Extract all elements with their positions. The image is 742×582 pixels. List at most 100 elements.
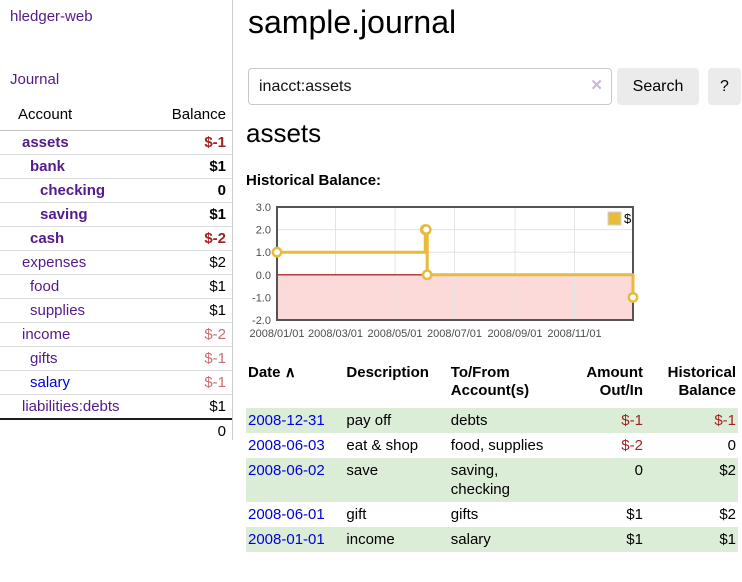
accounts-header-balance: Balance bbox=[154, 102, 232, 131]
account-row: checking 0 bbox=[0, 178, 232, 203]
account-balance: $1 bbox=[154, 394, 232, 420]
date-cell: 2008-12-31 bbox=[246, 408, 344, 433]
y-tick-label: 2.0 bbox=[256, 225, 271, 237]
accounts-body: assets $-1 bank $1 checking 0 saving $1 cash $-2 e… bbox=[0, 130, 232, 420]
date-link[interactable]: 2008-06-02 bbox=[248, 462, 325, 479]
sidebar-account-link[interactable]: assets bbox=[22, 134, 69, 151]
account-cell: food bbox=[0, 274, 155, 299]
account-row: liabilities:debts $1 bbox=[0, 394, 232, 420]
amount-cell: $1 bbox=[626, 506, 643, 523]
balance-cell: $1 bbox=[719, 531, 736, 548]
account-balance: $-1 bbox=[154, 130, 232, 155]
sidebar-account-link[interactable]: liabilities:debts bbox=[22, 398, 120, 415]
balance-cell: $-1 bbox=[714, 412, 736, 429]
date-link[interactable]: 2008-06-01 bbox=[248, 506, 325, 523]
legend-label: $ bbox=[624, 211, 632, 226]
sidebar: hledger-web Journal Account Balance asse… bbox=[0, 0, 233, 443]
clear-search-icon[interactable]: ✕ bbox=[590, 77, 603, 94]
account-balance: $1 bbox=[154, 202, 232, 227]
balance-cell: $2 bbox=[719, 462, 736, 479]
data-point bbox=[271, 246, 283, 258]
sidebar-account-link[interactable]: cash bbox=[30, 230, 65, 247]
col-amount: Amount Out/In bbox=[586, 364, 643, 399]
account-cell: cash bbox=[0, 226, 155, 251]
page-title: sample.journal bbox=[248, 4, 457, 40]
col-date[interactable]: Date ∧ bbox=[246, 362, 344, 408]
data-point bbox=[420, 224, 432, 236]
description-cell: pay off bbox=[346, 412, 392, 429]
sidebar-account-link[interactable]: food bbox=[30, 278, 60, 295]
account-row: expenses $2 bbox=[0, 250, 232, 275]
account-cell: gifts bbox=[0, 346, 155, 371]
y-tick-label: 1.0 bbox=[256, 247, 271, 259]
sidebar-account-link[interactable]: expenses bbox=[22, 254, 87, 271]
search-button[interactable]: Search bbox=[617, 68, 699, 105]
table-row: 2008-06-02 save saving, checking 0 $2 bbox=[246, 458, 738, 502]
help-button[interactable]: ? bbox=[708, 68, 741, 105]
accounts-header-row: Account Balance bbox=[0, 102, 232, 131]
y-tick-label: -1.0 bbox=[252, 292, 271, 304]
date-link[interactable]: 2008-01-01 bbox=[248, 531, 325, 548]
sidebar-account-link[interactable]: supplies bbox=[30, 302, 86, 319]
sidebar-account-link[interactable]: salary bbox=[30, 374, 71, 391]
date-link[interactable]: 2008-12-31 bbox=[248, 412, 325, 429]
sidebar-account-link[interactable]: income bbox=[22, 326, 71, 343]
x-tick-label: 2008/11/01 bbox=[547, 328, 601, 340]
col-description: Description bbox=[346, 364, 429, 381]
account-row: salary $-1 bbox=[0, 370, 232, 395]
col-accounts: To/From Account(s) bbox=[450, 364, 530, 399]
account-row: assets $-1 bbox=[0, 130, 232, 155]
search-box: ✕ bbox=[248, 68, 612, 105]
y-tick-label: 3.0 bbox=[256, 203, 271, 214]
date-cell: 2008-06-01 bbox=[246, 502, 344, 527]
col-date-label: Date bbox=[248, 364, 281, 381]
balance-cell: $2 bbox=[719, 506, 736, 523]
sidebar-account-link[interactable]: saving bbox=[40, 206, 88, 223]
description-cell: income bbox=[346, 531, 395, 548]
account-balance: $-1 bbox=[154, 370, 232, 395]
brand-link[interactable]: hledger-web bbox=[10, 8, 93, 25]
date-cell: 2008-01-01 bbox=[246, 527, 344, 552]
account-row: supplies $1 bbox=[0, 298, 232, 323]
account-balance: $1 bbox=[154, 298, 232, 323]
sidebar-account-link[interactable]: checking bbox=[40, 182, 106, 199]
accounts-cell: saving, checking bbox=[450, 462, 510, 498]
y-tick-label: 0.0 bbox=[256, 270, 271, 282]
amount-cell: $-1 bbox=[621, 412, 643, 429]
date-link[interactable]: 2008-06-03 bbox=[248, 437, 325, 454]
account-cell: liabilities:debts bbox=[0, 394, 155, 420]
account-row: income $-2 bbox=[0, 322, 232, 347]
accounts-header-account: Account bbox=[0, 102, 155, 131]
main-content: sample.journal ✕ Search ? assets Histori… bbox=[246, 0, 742, 582]
account-cell: supplies bbox=[0, 298, 155, 323]
account-heading: assets bbox=[246, 118, 322, 148]
description-cell: gift bbox=[346, 506, 367, 523]
sidebar-item-journal[interactable]: Journal bbox=[10, 71, 60, 88]
register-table: Date ∧ Description To/From Account(s) Amo… bbox=[246, 362, 738, 552]
account-cell: saving bbox=[0, 202, 155, 227]
table-row: 2008-12-31 pay off debts $-1 $-1 bbox=[246, 408, 738, 433]
plot-border bbox=[276, 206, 634, 321]
account-cell: salary bbox=[0, 370, 155, 395]
sidebar-account-link[interactable]: gifts bbox=[30, 350, 58, 367]
description-cell: save bbox=[346, 462, 379, 479]
search-input[interactable] bbox=[248, 68, 612, 105]
accounts-cell: food, supplies bbox=[450, 437, 544, 454]
account-row: saving $1 bbox=[0, 202, 232, 227]
account-cell: expenses bbox=[0, 250, 155, 275]
sidebar-account-link[interactable]: bank bbox=[30, 158, 66, 175]
account-balance: 0 bbox=[154, 178, 232, 203]
account-balance: $2 bbox=[154, 250, 232, 275]
chart-title: Historical Balance: bbox=[246, 172, 382, 189]
accounts-cell: gifts bbox=[450, 506, 479, 523]
register-body: 2008-12-31 pay off debts $-1 $-1 2008-06-03 ea… bbox=[246, 408, 738, 552]
description-cell: eat & shop bbox=[346, 437, 419, 454]
accounts-total-value: 0 bbox=[154, 418, 232, 443]
sort-asc-icon: ∧ bbox=[284, 364, 296, 381]
col-balance: Historical Balance bbox=[667, 364, 736, 399]
date-cell: 2008-06-03 bbox=[246, 433, 344, 458]
x-tick-label: 2008/05/01 bbox=[367, 328, 422, 340]
account-balance: $1 bbox=[154, 154, 232, 179]
